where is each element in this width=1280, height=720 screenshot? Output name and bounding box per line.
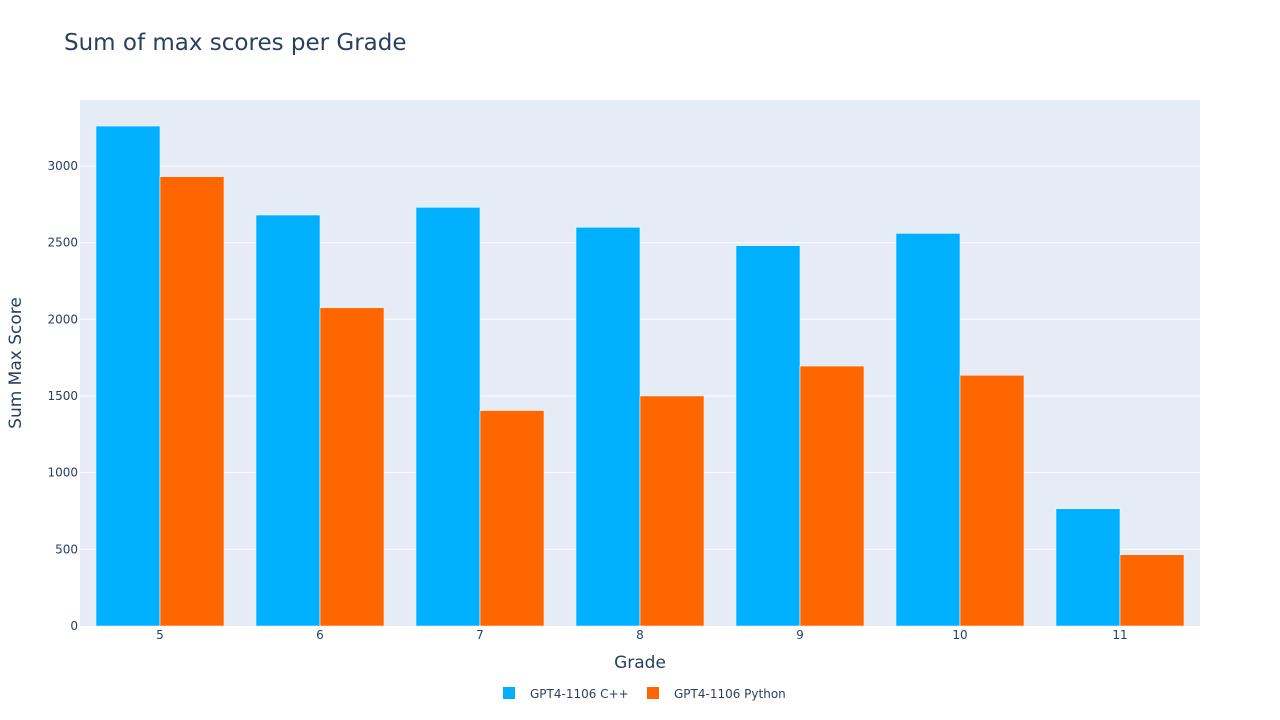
y-tick-label: 0	[70, 619, 78, 633]
bar-gpt4-1106-python-grade-5[interactable]	[159, 176, 225, 627]
x-tick-label: 5	[156, 628, 164, 642]
x-axis-ticks: 5 6 7 8 9 10 11	[156, 628, 1127, 642]
x-axis-title: Grade	[614, 653, 666, 673]
bar-gpt4-1106-c--grade-9[interactable]	[735, 245, 801, 627]
x-tick-label: 7	[476, 628, 484, 642]
y-tick-label: 500	[55, 542, 78, 556]
legend-item-gpt4-1106-c-[interactable]: GPT4-1106 C++	[503, 687, 629, 701]
bar-gpt4-1106-python-grade-8[interactable]	[639, 395, 705, 627]
y-tick-label: 2000	[47, 312, 78, 326]
x-tick-label: 6	[316, 628, 324, 642]
legend[interactable]: GPT4-1106 C++ GPT4-1106 Python	[503, 687, 786, 701]
y-tick-label: 1500	[47, 389, 78, 403]
bar-gpt4-1106-c--grade-8[interactable]	[575, 227, 641, 627]
y-tick-label: 3000	[47, 159, 78, 173]
bar-gpt4-1106-python-grade-11[interactable]	[1119, 554, 1185, 627]
bar-gpt4-1106-c--grade-5[interactable]	[95, 125, 161, 627]
legend-swatch	[647, 687, 659, 699]
legend-label: GPT4-1106 C++	[530, 687, 629, 701]
y-axis-ticks: 0 500 1000 1500 2000 2500 3000	[47, 159, 78, 633]
y-tick-label: 2500	[47, 236, 78, 250]
x-tick-label: 8	[636, 628, 644, 642]
y-tick-label: 1000	[47, 466, 78, 480]
bar-gpt4-1106-python-grade-7[interactable]	[479, 410, 545, 627]
bar-gpt4-1106-c--grade-10[interactable]	[895, 233, 961, 627]
legend-item-gpt4-1106-python[interactable]: GPT4-1106 Python	[647, 687, 786, 701]
chart-title: Sum of max scores per Grade	[64, 30, 407, 56]
bar-gpt4-1106-c--grade-11[interactable]	[1055, 508, 1121, 627]
x-tick-label: 11	[1112, 628, 1127, 642]
x-tick-label: 10	[952, 628, 967, 642]
legend-swatch	[503, 687, 515, 699]
bar-gpt4-1106-c--grade-6[interactable]	[255, 214, 321, 627]
legend-label: GPT4-1106 Python	[674, 687, 786, 701]
bar-gpt4-1106-python-grade-6[interactable]	[319, 307, 385, 627]
bar-gpt4-1106-python-grade-10[interactable]	[959, 375, 1025, 627]
x-tick-label: 9	[796, 628, 804, 642]
bar-gpt4-1106-python-grade-9[interactable]	[799, 365, 865, 627]
bar-gpt4-1106-c--grade-7[interactable]	[415, 207, 481, 627]
bars	[95, 125, 1185, 627]
y-axis-title: Sum Max Score	[6, 297, 26, 429]
